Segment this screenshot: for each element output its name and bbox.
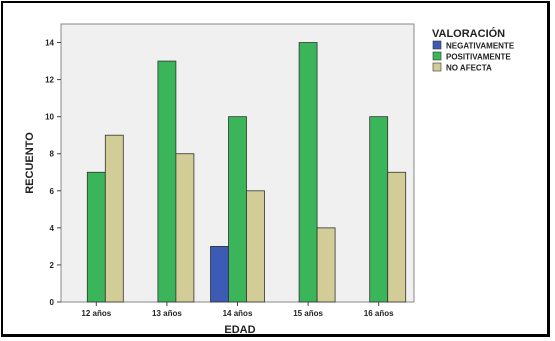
x-axis: 12 años 13 años 14 años 15 años 16 años: [81, 302, 394, 318]
legend-swatch: [432, 51, 442, 61]
y-tick-label: 0: [50, 298, 55, 307]
legend-swatch: [432, 62, 442, 72]
x-axis-title: EDAD: [224, 324, 255, 336]
x-tick-label: 16 años: [364, 309, 394, 318]
bars: [86, 42, 407, 303]
bar-positivamente-0: [86, 171, 106, 303]
bar-positivamente-2: [228, 116, 247, 303]
bar-positivamente-1: [157, 60, 177, 303]
x-tick-label: 13 años: [152, 309, 182, 318]
legend: VALORACIÓN NEGATIVAMENTE POSITIVAMENTE NO …: [432, 27, 515, 73]
x-tick-label: 12 años: [81, 309, 111, 318]
bar-positivamente-3: [298, 42, 318, 303]
bar-no-afecta-2: [246, 190, 265, 303]
y-tick-label: 8: [50, 150, 55, 159]
legend-title: VALORACIÓN: [432, 27, 505, 40]
legend-swatch: [432, 40, 442, 50]
y-tick-label: 14: [45, 39, 54, 48]
bar-no-afecta-1: [175, 153, 195, 303]
y-axis-title: RECUENTO: [24, 132, 36, 194]
legend-label: NEGATIVAMENTE: [446, 42, 515, 51]
y-tick-label: 12: [45, 76, 54, 85]
x-tick-label: 14 años: [223, 309, 253, 318]
bar-positivamente-4: [369, 116, 389, 303]
legend-label: POSITIVAMENTE: [446, 53, 511, 62]
x-tick-label: 15 años: [293, 309, 323, 318]
y-tick-label: 4: [50, 224, 55, 233]
bar-no-afecta-0: [104, 134, 124, 303]
y-axis: 0 2 4 6 8 10 12 14: [45, 39, 61, 307]
legend-label: NO AFECTA: [446, 64, 492, 73]
y-tick-label: 10: [45, 113, 54, 122]
bar-no-afecta-3: [316, 227, 336, 303]
bar-no-afecta-4: [387, 171, 407, 303]
y-tick-label: 2: [50, 261, 55, 270]
bar-negativamente-2: [210, 245, 229, 303]
y-tick-label: 6: [50, 187, 55, 196]
